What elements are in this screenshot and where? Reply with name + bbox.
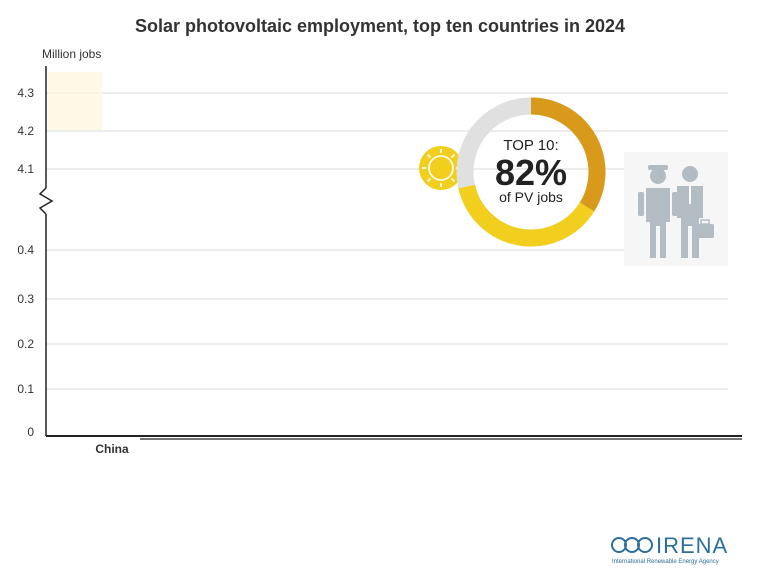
donut-top-label: TOP 10:	[503, 137, 558, 154]
faded-bar-remnant	[48, 72, 102, 130]
logo-tagline: International Renewable Energy Agency	[612, 559, 719, 565]
donut-bottom-label: of PV jobs	[499, 189, 563, 205]
share-donut: TOP 10: 82% of PV jobs	[456, 97, 606, 247]
y-tick-label: 4.1	[17, 162, 34, 176]
irena-logo: IRENA International Renewable Energy Age…	[611, 533, 728, 565]
y-tick-label: 0.3	[17, 292, 34, 306]
gridlines	[46, 92, 728, 390]
y-tick-label: 0	[27, 425, 34, 439]
x-category-labels: China	[95, 442, 129, 456]
donut-arc-yellow	[458, 184, 595, 247]
workers-icon	[624, 152, 728, 266]
y-tick-label: 0.1	[17, 382, 34, 396]
donut-value: 82%	[495, 152, 567, 193]
y-tick-label: 4.3	[17, 86, 34, 100]
y-tick-label: 0.2	[17, 337, 34, 351]
axes	[38, 66, 742, 440]
y-axis-unit-label: Million jobs	[42, 47, 102, 61]
axis-break-mark	[38, 187, 54, 215]
y-tick-label: 0.4	[17, 243, 34, 257]
x-category-label: China	[95, 442, 129, 456]
chart-title: Solar photovoltaic employment, top ten c…	[134, 16, 626, 36]
y-tick-label: 4.2	[17, 124, 34, 138]
logo-name: IRENA	[656, 533, 728, 558]
sun-icon	[419, 146, 463, 190]
donut-arc-orange	[530, 97, 606, 212]
y-tick-labels: 4.3 4.2 4.1 0.4 0.3 0.2 0.1 0	[17, 86, 34, 439]
